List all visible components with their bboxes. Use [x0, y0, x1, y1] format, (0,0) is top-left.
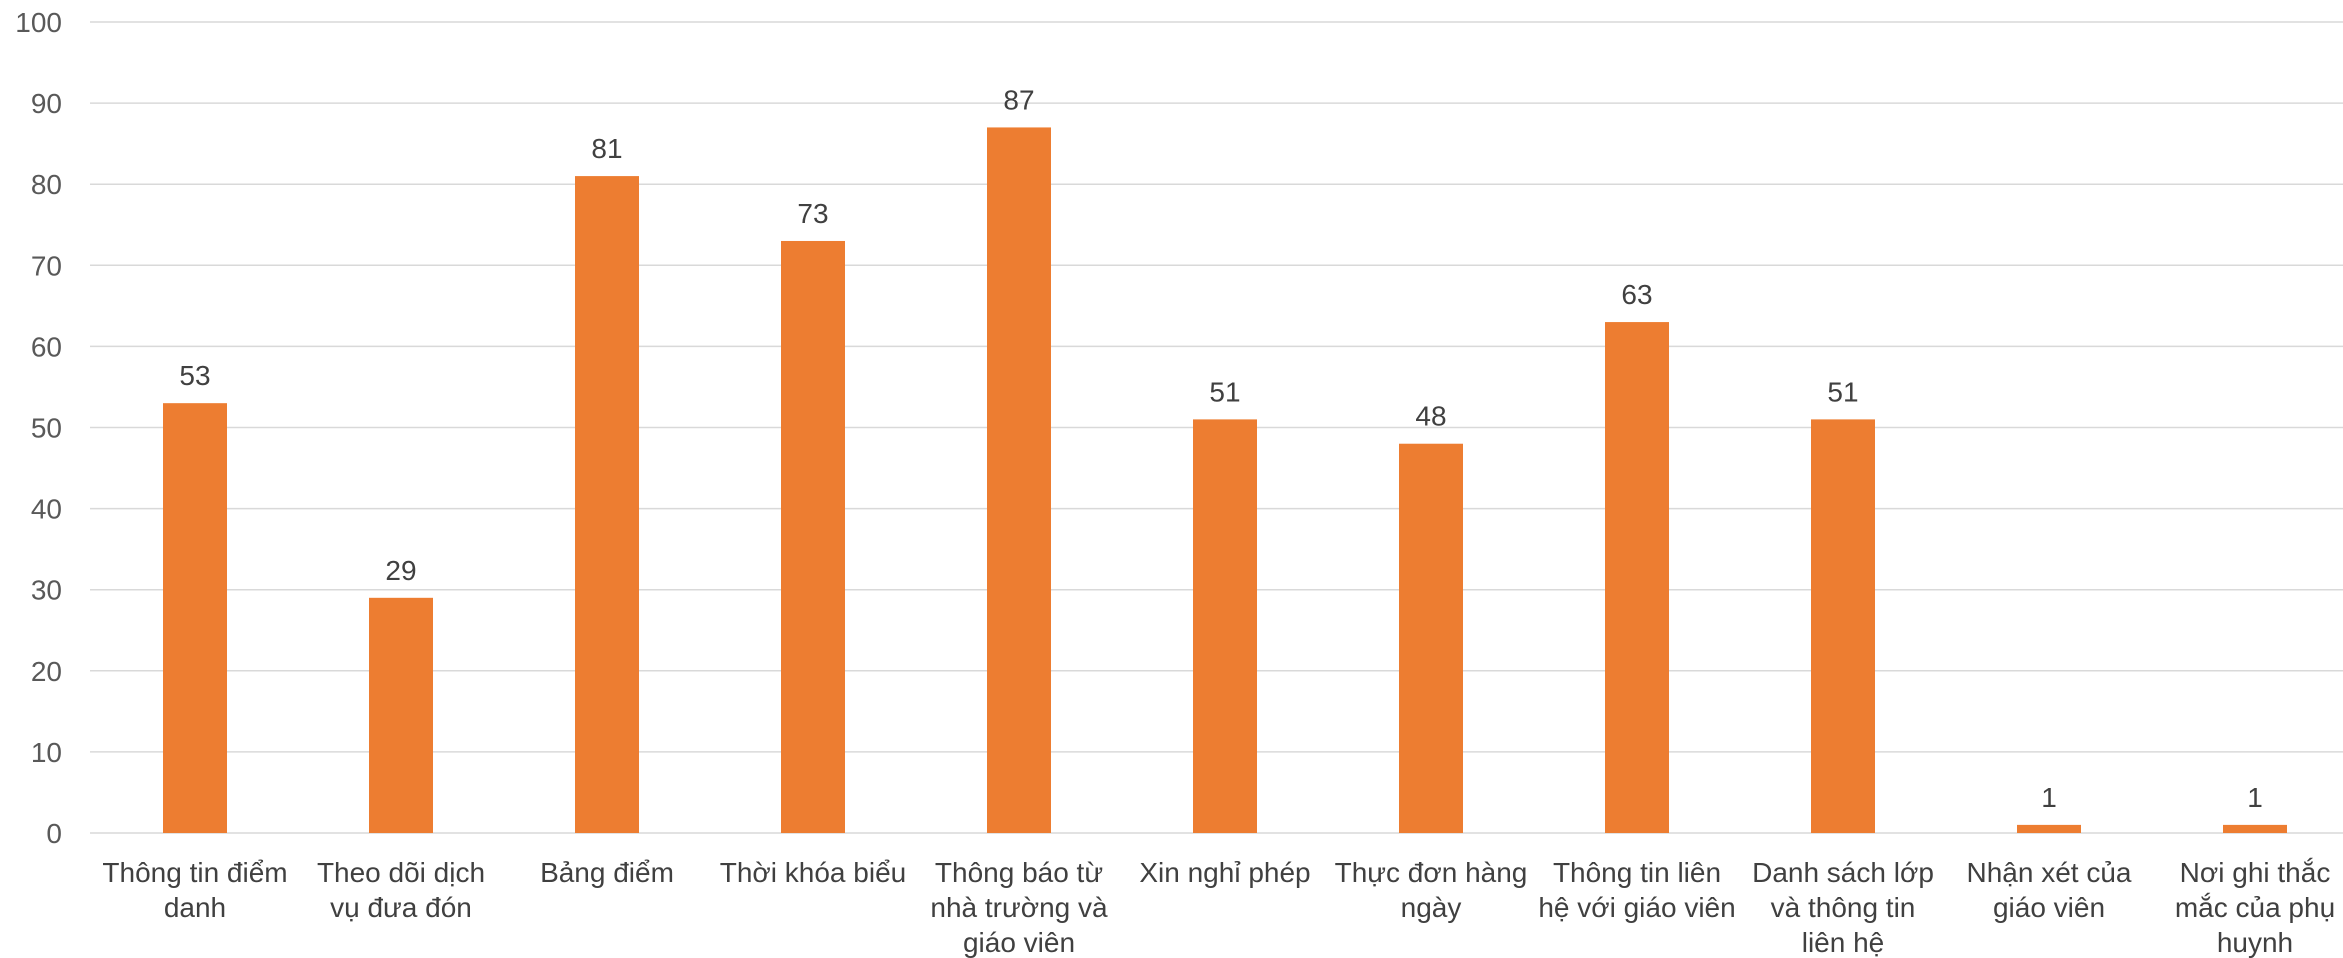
category-label: Nhận xét của giáo viên [1967, 857, 2132, 923]
y-tick-label: 80 [31, 169, 62, 200]
y-tick-label: 20 [31, 656, 62, 687]
bar [163, 403, 227, 833]
y-tick-label: 60 [31, 331, 62, 362]
data-label: 1 [2041, 782, 2057, 813]
bar [1605, 322, 1669, 833]
y-tick-label: 100 [15, 7, 62, 38]
bars [163, 127, 2287, 834]
category-label: Thông báo từ nhà trường và giáo viên [930, 857, 1108, 958]
data-label: 29 [385, 555, 416, 586]
y-tick-label: 0 [46, 818, 62, 849]
data-label: 63 [1621, 279, 1652, 310]
category-label: Theo dõi dịch vụ đưa đón [317, 857, 485, 923]
y-tick-label: 90 [31, 88, 62, 119]
y-tick-label: 40 [31, 494, 62, 525]
category-label: Bảng điểm [540, 857, 674, 888]
data-label: 73 [797, 198, 828, 229]
category-label: Nơi ghi thắc mắc của phụ huynh [2175, 857, 2335, 958]
bar [1399, 443, 1463, 833]
category-label: Thực đơn hàng ngày [1335, 857, 1528, 923]
data-label: 81 [591, 133, 622, 164]
category-label: Xin nghỉ phép [1139, 857, 1310, 888]
category-label: Danh sách lớp và thông tin liên hệ [1752, 857, 1934, 958]
data-label: 53 [179, 360, 210, 391]
bar [781, 240, 845, 834]
bar [2017, 824, 2081, 833]
data-label: 48 [1415, 401, 1446, 432]
y-tick-label: 70 [31, 250, 62, 281]
data-label: 51 [1827, 376, 1858, 407]
category-label: Thông tin điểm danh [102, 857, 287, 923]
data-label: 51 [1209, 376, 1240, 407]
bar [1193, 419, 1257, 833]
y-tick-label: 30 [31, 575, 62, 606]
data-label: 87 [1003, 84, 1034, 115]
x-axis-labels: Thông tin điểm danh Theo dõi dịch vụ đưa đó… [102, 857, 2335, 958]
bar [2223, 824, 2287, 833]
data-labels: 53 29 81 73 87 51 48 63 51 1 1 [179, 84, 2262, 812]
bar [1811, 419, 1875, 833]
y-tick-label: 50 [31, 413, 62, 444]
data-label: 1 [2247, 782, 2263, 813]
category-label: Thời khóa biểu [720, 857, 906, 888]
bar [369, 597, 433, 833]
bar [987, 127, 1051, 834]
y-axis-ticks: 0 10 20 30 40 50 60 70 80 90 100 [15, 7, 62, 849]
bar [575, 176, 639, 834]
y-tick-label: 10 [31, 737, 62, 768]
category-label: Thông tin liên hệ với giáo viên [1538, 857, 1735, 923]
